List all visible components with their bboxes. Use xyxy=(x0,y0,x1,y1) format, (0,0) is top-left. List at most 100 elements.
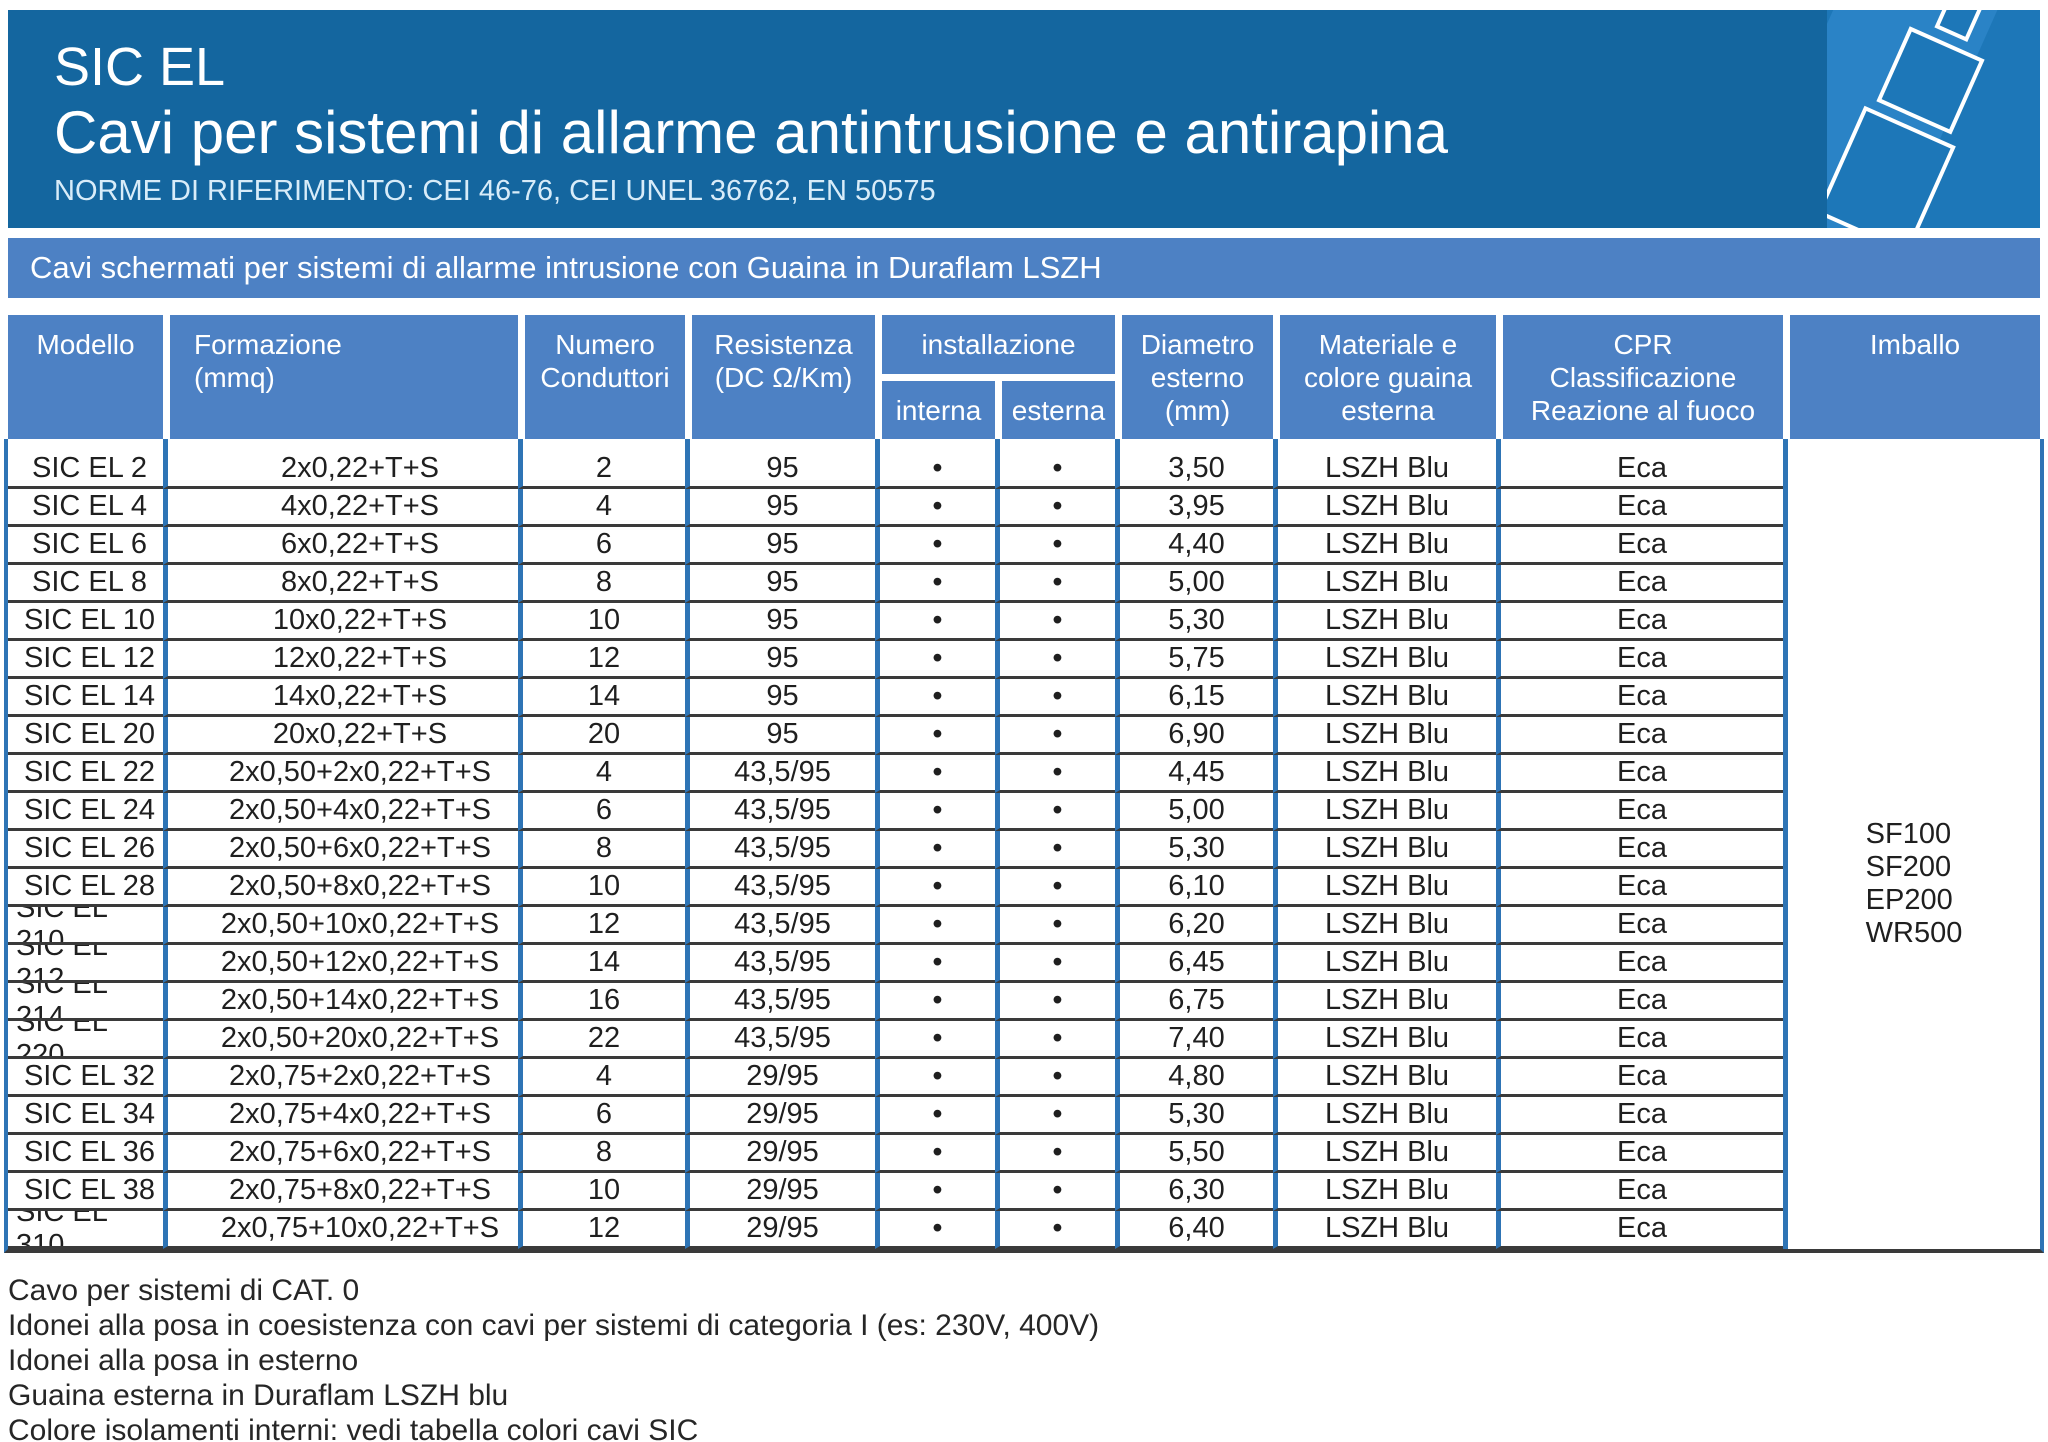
cell-sheath: LSZH Blu xyxy=(1273,755,1496,793)
cell-diameter: 5,75 xyxy=(1115,641,1273,679)
cell-cpr: Eca xyxy=(1496,641,1783,679)
cell-formation: 2x0,75+4x0,22+T+S xyxy=(163,1097,518,1135)
col-header-materiale: Materiale e colore guaina esterna xyxy=(1273,315,1496,439)
page-header: SIC EL Cavi per sistemi di allarme antin… xyxy=(8,10,2040,228)
cell-esterna: • xyxy=(995,527,1115,565)
cell-model: SIC EL 2 xyxy=(8,451,163,489)
cell-sheath: LSZH Blu xyxy=(1273,489,1496,527)
cell-cpr: Eca xyxy=(1496,869,1783,907)
cell-interna: • xyxy=(875,679,995,717)
cell-conductors: 20 xyxy=(518,717,685,755)
cell-model: SIC EL 4 xyxy=(8,489,163,527)
col-header-esterna: esterna xyxy=(995,381,1115,439)
cell-model: SIC EL 212 xyxy=(8,945,163,983)
cell-interna: • xyxy=(875,1021,995,1059)
cell-cpr: Eca xyxy=(1496,1135,1783,1173)
cell-esterna: • xyxy=(995,831,1115,869)
cell-cpr: Eca xyxy=(1496,565,1783,603)
row-spacer xyxy=(1273,439,1496,451)
col-header-numero-conduttori: Numero Conduttori xyxy=(518,315,685,439)
cell-esterna: • xyxy=(995,565,1115,603)
norms-line: NORME DI RIFERIMENTO: CEI 46-76, CEI UNE… xyxy=(54,175,936,207)
cell-diameter: 4,45 xyxy=(1115,755,1273,793)
cell-diameter: 5,30 xyxy=(1115,831,1273,869)
cell-esterna: • xyxy=(995,1059,1115,1097)
cell-esterna: • xyxy=(995,1173,1115,1211)
cell-conductors: 10 xyxy=(518,869,685,907)
cell-esterna: • xyxy=(995,489,1115,527)
cell-interna: • xyxy=(875,1097,995,1135)
cell-sheath: LSZH Blu xyxy=(1273,679,1496,717)
cell-interna: • xyxy=(875,755,995,793)
cell-diameter: 6,75 xyxy=(1115,983,1273,1021)
cell-diameter: 5,00 xyxy=(1115,793,1273,831)
col-header-diametro: Diametro esterno (mm) xyxy=(1115,315,1273,439)
cell-cpr: Eca xyxy=(1496,1059,1783,1097)
cell-model: SIC EL 220 xyxy=(8,1021,163,1059)
cell-interna: • xyxy=(875,983,995,1021)
cell-conductors: 12 xyxy=(518,641,685,679)
col-header-imballo: Imballo xyxy=(1783,315,2040,439)
cell-interna: • xyxy=(875,1173,995,1211)
cell-formation: 2x0,22+T+S xyxy=(163,451,518,489)
cell-model: SIC EL 12 xyxy=(8,641,163,679)
cell-conductors: 16 xyxy=(518,983,685,1021)
cell-resistance: 95 xyxy=(685,717,875,755)
cell-sheath: LSZH Blu xyxy=(1273,641,1496,679)
cell-model: SIC EL 24 xyxy=(8,793,163,831)
footnote: Cavo per sistemi di CAT. 0 xyxy=(8,1274,360,1307)
cell-conductors: 10 xyxy=(518,603,685,641)
imballo-cell: SF100 SF200 EP200 WR500 xyxy=(1783,439,2040,1249)
cell-cpr: Eca xyxy=(1496,1097,1783,1135)
cell-cpr: Eca xyxy=(1496,1021,1783,1059)
cell-sheath: LSZH Blu xyxy=(1273,869,1496,907)
section-band-text: Cavi schermati per sistemi di allarme in… xyxy=(30,250,1102,285)
cell-model: SIC EL 310 xyxy=(8,1211,163,1249)
cell-sheath: LSZH Blu xyxy=(1273,793,1496,831)
cell-esterna: • xyxy=(995,451,1115,489)
cell-model: SIC EL 14 xyxy=(8,679,163,717)
cell-resistance: 43,5/95 xyxy=(685,1021,875,1059)
cell-conductors: 4 xyxy=(518,755,685,793)
cell-conductors: 12 xyxy=(518,1211,685,1249)
cell-cpr: Eca xyxy=(1496,603,1783,641)
cell-esterna: • xyxy=(995,679,1115,717)
row-spacer xyxy=(875,439,995,451)
cell-sheath: LSZH Blu xyxy=(1273,831,1496,869)
cell-esterna: • xyxy=(995,1021,1115,1059)
cell-resistance: 29/95 xyxy=(685,1059,875,1097)
cell-resistance: 43,5/95 xyxy=(685,755,875,793)
cell-model: SIC EL 6 xyxy=(8,527,163,565)
header-text-block: SIC EL Cavi per sistemi di allarme antin… xyxy=(8,36,2040,208)
cell-sheath: LSZH Blu xyxy=(1273,603,1496,641)
cell-resistance: 95 xyxy=(685,489,875,527)
cell-diameter: 6,10 xyxy=(1115,869,1273,907)
cell-cpr: Eca xyxy=(1496,1211,1783,1249)
cell-esterna: • xyxy=(995,717,1115,755)
cell-model: SIC EL 10 xyxy=(8,603,163,641)
row-spacer xyxy=(1115,439,1273,451)
cell-interna: • xyxy=(875,907,995,945)
cell-cpr: Eca xyxy=(1496,945,1783,983)
cell-diameter: 5,30 xyxy=(1115,603,1273,641)
cell-sheath: LSZH Blu xyxy=(1273,1135,1496,1173)
cell-resistance: 43,5/95 xyxy=(685,831,875,869)
imballo-values: SF100 SF200 EP200 WR500 xyxy=(1865,818,1963,949)
cell-interna: • xyxy=(875,869,995,907)
cell-cpr: Eca xyxy=(1496,983,1783,1021)
cell-formation: 2x0,50+6x0,22+T+S xyxy=(163,831,518,869)
cell-esterna: • xyxy=(995,1135,1115,1173)
cell-resistance: 29/95 xyxy=(685,1173,875,1211)
cell-model: SIC EL 214 xyxy=(8,983,163,1021)
cell-model: SIC EL 36 xyxy=(8,1135,163,1173)
footnote: Colore isolamenti interni: vedi tabella … xyxy=(8,1414,699,1442)
cell-cpr: Eca xyxy=(1496,679,1783,717)
cell-esterna: • xyxy=(995,907,1115,945)
cell-esterna: • xyxy=(995,603,1115,641)
cell-cpr: Eca xyxy=(1496,451,1783,489)
section-band: Cavi schermati per sistemi di allarme in… xyxy=(8,238,2040,298)
cell-sheath: LSZH Blu xyxy=(1273,1097,1496,1135)
cell-resistance: 29/95 xyxy=(685,1211,875,1249)
row-spacer xyxy=(995,439,1115,451)
